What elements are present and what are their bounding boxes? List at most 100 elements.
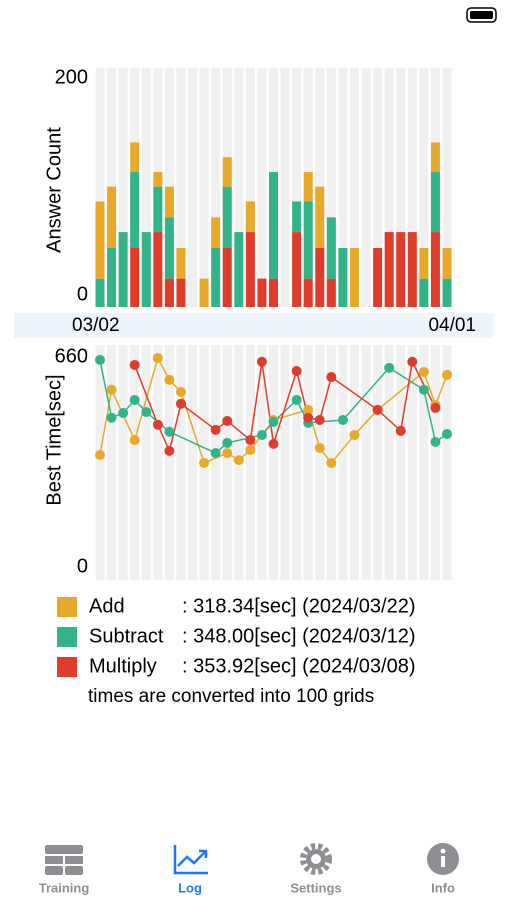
point xyxy=(95,450,105,460)
bar-segment xyxy=(442,247,452,279)
legend-swatch xyxy=(57,657,77,677)
bar-segment xyxy=(164,217,174,279)
point xyxy=(141,407,152,418)
column-stripe xyxy=(118,345,128,580)
settings-icon xyxy=(300,843,332,875)
column-stripe xyxy=(107,345,117,580)
point xyxy=(326,457,337,468)
point xyxy=(256,429,267,440)
column-stripe xyxy=(338,68,348,307)
point xyxy=(222,415,233,426)
legend-name: Multiply xyxy=(89,655,157,677)
legend-best: : 348.00[sec] (2024/03/12) xyxy=(182,625,416,647)
point xyxy=(442,369,452,380)
point xyxy=(175,398,186,409)
point xyxy=(291,366,302,376)
info-icon xyxy=(427,843,459,875)
column-stripe xyxy=(361,68,371,307)
point xyxy=(268,438,279,449)
bar-segment xyxy=(384,232,394,307)
column-stripe xyxy=(234,68,244,307)
bar-segment xyxy=(222,186,232,248)
column-stripe xyxy=(419,68,429,307)
bar-segment xyxy=(153,186,163,233)
point xyxy=(118,408,129,418)
x-tick-label: 04/01 xyxy=(428,315,476,336)
bar-segment xyxy=(141,232,151,307)
column-stripe xyxy=(245,345,255,580)
column-stripe xyxy=(280,68,290,307)
bar-segment xyxy=(107,247,117,307)
training-icon xyxy=(45,845,83,875)
point xyxy=(210,424,221,435)
column-stripe xyxy=(280,345,290,580)
legend-best: : 318.34[sec] (2024/03/22) xyxy=(182,595,416,617)
point xyxy=(222,437,233,448)
column-stripe xyxy=(349,345,359,580)
column-stripe xyxy=(141,68,151,307)
tab-bar xyxy=(45,843,459,875)
column-stripe xyxy=(199,68,209,307)
legend-name: Add xyxy=(89,595,125,617)
column-stripe xyxy=(373,345,383,580)
tab-label[interactable]: Log xyxy=(178,880,202,895)
column-stripe xyxy=(442,345,452,580)
column-stripe xyxy=(211,68,221,307)
point xyxy=(175,387,186,397)
point xyxy=(303,412,314,423)
legend-swatch xyxy=(57,627,77,647)
y-tick-label: 200 xyxy=(55,66,88,88)
column-stripe xyxy=(373,68,383,307)
bar-segment xyxy=(222,247,232,307)
y-axis-label: Answer Count xyxy=(43,127,65,253)
column-stripe xyxy=(396,68,406,307)
column-stripe xyxy=(118,68,128,307)
point xyxy=(245,435,256,446)
point xyxy=(129,435,140,446)
y-tick-label: 0 xyxy=(77,555,88,577)
bar-segment xyxy=(315,186,325,248)
column-stripe xyxy=(176,345,186,580)
point xyxy=(95,354,105,365)
column-stripe xyxy=(130,345,140,580)
status-bar xyxy=(466,7,497,23)
point xyxy=(430,402,441,413)
tab-label[interactable]: Info xyxy=(431,880,455,895)
bar-segment xyxy=(269,171,278,279)
column-stripe xyxy=(292,345,302,580)
column-stripe xyxy=(315,345,325,580)
column-stripe xyxy=(141,345,151,580)
x-tick-label: 03/02 xyxy=(72,315,120,336)
tab-label[interactable]: Settings xyxy=(290,880,341,895)
bar-segment xyxy=(349,247,359,307)
column-stripe xyxy=(396,345,406,580)
column-stripe xyxy=(95,345,105,580)
point xyxy=(106,412,117,423)
column-stripe xyxy=(211,345,221,580)
bar-segment xyxy=(153,232,163,307)
bar-segment xyxy=(419,278,429,307)
bar-segment xyxy=(130,171,140,248)
legend-swatch xyxy=(57,597,77,617)
column-stripe xyxy=(257,345,267,580)
column-stripe xyxy=(176,68,186,307)
tab-label[interactable]: Training xyxy=(39,880,90,895)
bar-segment xyxy=(164,186,174,218)
point xyxy=(129,394,140,405)
column-stripe xyxy=(407,68,417,307)
column-stripe xyxy=(95,68,105,307)
column-stripe xyxy=(384,68,394,307)
column-stripe xyxy=(419,345,429,580)
point xyxy=(164,426,175,437)
point xyxy=(349,429,360,440)
point xyxy=(210,448,221,459)
column-stripe xyxy=(188,68,198,307)
column-stripe xyxy=(153,345,163,580)
column-stripe xyxy=(245,68,255,307)
legend-name: Subtract xyxy=(89,625,164,647)
column-stripe xyxy=(222,345,232,580)
bar-segment xyxy=(153,171,163,187)
bar-segment xyxy=(118,232,128,307)
bar-segment xyxy=(326,217,336,279)
legend-best: : 353.92[sec] (2024/03/08) xyxy=(182,655,416,677)
